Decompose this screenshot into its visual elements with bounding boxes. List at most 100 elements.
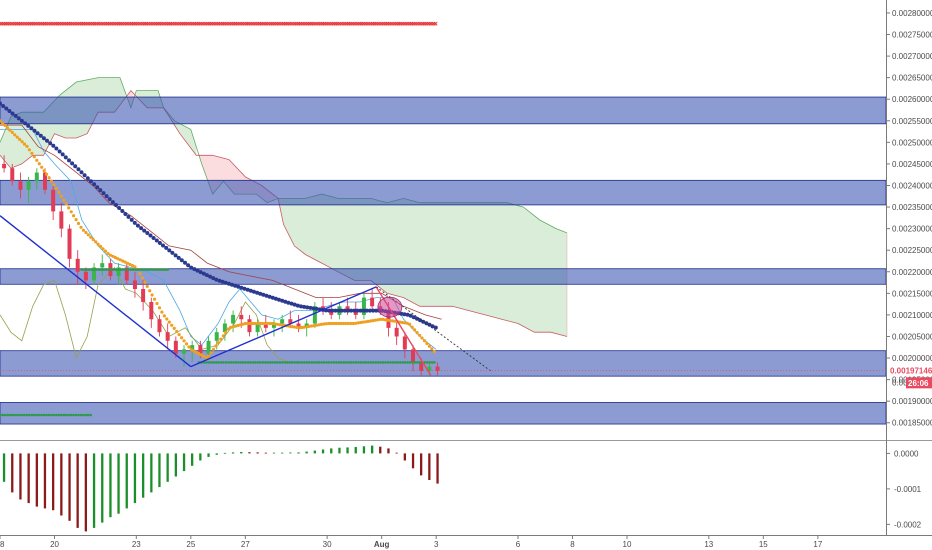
ma-fast-dot-120	[292, 325, 296, 329]
ma-fast-dot-124	[302, 325, 306, 329]
price-zone-3	[0, 350, 887, 377]
green-dots-1-21	[249, 361, 252, 364]
oscillator-bar-31	[256, 452, 259, 454]
ma-slow-dot-100	[311, 306, 316, 311]
ma-slow-dot-88	[273, 296, 278, 301]
ma-fast-dot-38	[91, 237, 95, 242]
green-dots-2-8	[18, 413, 21, 417]
ma-slow-dot-28	[85, 176, 90, 181]
ma-fast-dot-5	[10, 130, 14, 134]
ma-slow-dot-86	[267, 294, 272, 299]
ma-fast-dot-52	[126, 261, 130, 265]
green-dots-1-36	[286, 361, 289, 364]
ma-slow-dot-38	[117, 206, 122, 210]
ma-fast-dot-84	[204, 355, 208, 360]
ma-slow-dot-17	[51, 143, 56, 148]
ma-slow-dot-1	[1, 104, 6, 108]
price-zone-4	[0, 402, 887, 425]
ma-fast-dot-129	[314, 323, 319, 327]
green-dots-2-37	[89, 413, 93, 417]
ma-slow-dot-3	[7, 109, 12, 113]
oscillator-bar-13	[109, 453, 112, 518]
green-dots-1-20	[246, 361, 250, 364]
ma-fast-dot-151	[368, 319, 373, 323]
candle-body-34	[280, 319, 285, 324]
ma-fast-dot-130	[317, 323, 321, 327]
ma-fast-dot-161	[393, 319, 397, 323]
green-dots-2-31	[74, 413, 78, 417]
ma-fast-dot-51	[123, 260, 127, 264]
ma-fast-dot-169	[413, 328, 417, 332]
ma-slow-dot-114	[355, 308, 360, 313]
y-tick-label-2: 0.00270000	[892, 52, 932, 61]
green-dots-1-25	[259, 361, 262, 364]
ma-fast-dot-15	[35, 158, 39, 162]
ma-fast-dot-111	[270, 321, 274, 326]
ma-fast-dot-103	[251, 321, 255, 326]
ma-slow-dot-24	[73, 164, 78, 169]
candle-body-20	[165, 332, 170, 341]
ma-slow-dot-35	[107, 197, 112, 202]
candle-body-45	[370, 297, 375, 307]
ma-fast-dot-1	[0, 121, 5, 125]
oscillator-bar-2	[19, 453, 22, 500]
green-dots-0-12	[109, 268, 113, 271]
ma-fast-dot-47	[113, 255, 117, 260]
ma-slow-dot-97	[302, 304, 307, 309]
x-tick-label-3: 25	[186, 540, 195, 549]
trendlines	[0, 215, 886, 376]
oscillator-bar-18	[150, 453, 153, 493]
green-dots-1-12	[227, 361, 230, 364]
green-dots-1-4	[207, 361, 211, 364]
oscillator-bar-22	[182, 453, 186, 472]
ma-fast-dot-154	[376, 318, 380, 322]
ma-slow-dot-16	[48, 141, 53, 146]
oscillator-bar-5	[43, 453, 47, 509]
green-dots-0-10	[105, 268, 108, 271]
ma-slow-dot-37	[114, 203, 118, 207]
ma-slow-dot-80	[248, 288, 253, 293]
green-dots-1-82	[398, 361, 402, 364]
candle-body-53	[435, 366, 440, 371]
green-dots-1-35	[283, 361, 287, 364]
green-dots-1-29	[268, 361, 272, 364]
green-dots-0-4	[90, 268, 93, 271]
ma-slow-dot-129	[402, 312, 407, 317]
ma-slow-dot-106	[330, 308, 335, 313]
ma-slow-dot-90	[280, 298, 285, 303]
ma-slow-dot-45	[139, 226, 144, 231]
ma-slow-dot-133	[415, 316, 419, 321]
oscillator-bar-44	[362, 446, 366, 454]
green-dots-2-19	[45, 413, 48, 417]
ma-fast-dot-173	[422, 339, 427, 343]
ma-fast-dot-153	[373, 318, 377, 322]
y-tick-label-4: 0.00260000	[892, 95, 932, 104]
ma-fast-dot-132	[322, 322, 326, 326]
green-dots-1-85	[406, 361, 409, 364]
oscillator-bar-36	[297, 452, 300, 454]
ma-slow-dot-8	[23, 121, 28, 126]
price-zone-0	[0, 96, 887, 125]
x-tick-label-13: 17	[813, 540, 822, 549]
ma-fast-dot-18	[42, 169, 46, 173]
oscillator-bar-15	[125, 453, 128, 509]
ma-slow-dot-98	[305, 305, 310, 310]
y-tick-label-9: 0.00235000	[892, 203, 932, 212]
oscillator-bar-23	[191, 453, 194, 466]
green-dots-1-73	[376, 361, 380, 364]
ma-fast-dot-10	[22, 142, 27, 146]
y-tick-label-11: 0.00225000	[892, 246, 932, 255]
ma-fast-dot-171	[418, 333, 422, 337]
oscillator-bar-32	[264, 452, 267, 454]
ma-fast-dot-95	[231, 325, 235, 329]
ma-fast-dot-112	[273, 322, 277, 326]
green-dots-1-84	[403, 361, 407, 364]
ma-slow-dot-132	[411, 315, 416, 320]
ma-fast-dot-58	[140, 276, 144, 280]
candle-body-9	[75, 258, 80, 272]
ma-fast-dot-61	[148, 289, 152, 293]
green-dots-0-22	[134, 268, 138, 271]
y-tick-label-13: 0.00215000	[892, 289, 932, 298]
green-dots-1-77	[386, 361, 390, 364]
